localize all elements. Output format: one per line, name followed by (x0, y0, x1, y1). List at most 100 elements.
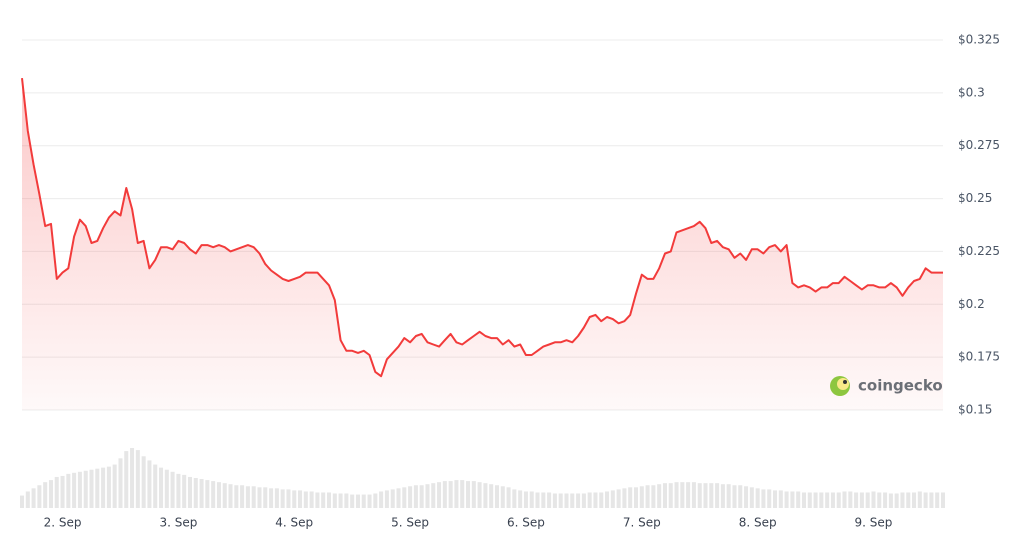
volume-bar (274, 488, 279, 508)
volume-bar (112, 464, 117, 508)
volume-bar (384, 490, 389, 508)
volume-bar (836, 492, 841, 508)
volume-bar (373, 493, 378, 508)
volume-bar (442, 481, 447, 508)
volume-bar (906, 492, 911, 508)
volume-bar (674, 482, 679, 508)
volume-bar (31, 488, 36, 508)
volume-bar (60, 475, 65, 508)
volume-bar (657, 484, 662, 508)
volume-bar (89, 469, 94, 508)
volume-bar (610, 490, 615, 508)
volume-bar (48, 480, 53, 508)
volume-bar (651, 485, 656, 508)
volume-bar (25, 491, 30, 508)
volume-bar (564, 493, 569, 508)
volume-bar (709, 483, 714, 508)
x-tick-label: 2. Sep (44, 516, 82, 530)
volume-bar (576, 493, 581, 508)
volume-bar (245, 486, 250, 508)
volume-bar (605, 491, 610, 508)
y-tick-label: $0.275 (958, 138, 1000, 152)
volume-bar (234, 485, 239, 508)
volume-bar (726, 484, 731, 508)
volume-bar (715, 483, 720, 508)
volume-bar (883, 492, 888, 508)
volume-bar (355, 494, 360, 508)
volume-bar (668, 483, 673, 508)
volume-bar (135, 450, 140, 508)
volume-bar (332, 493, 337, 508)
x-tick-label: 5. Sep (391, 516, 429, 530)
volume-bar (917, 491, 922, 508)
volume-bar (83, 470, 88, 508)
volume-bar (830, 492, 835, 508)
volume-bar (263, 487, 268, 508)
volume-bar (790, 491, 795, 508)
volume-bar (494, 485, 499, 508)
logo-eye (843, 380, 847, 384)
volume-bar (298, 490, 303, 508)
volume-bar (124, 451, 129, 508)
volume-bar (570, 493, 575, 508)
volume-bar (466, 481, 471, 508)
y-tick-label: $0.225 (958, 244, 1000, 258)
volume-bar (77, 471, 82, 508)
volume-bar (813, 492, 818, 508)
volume-bar (367, 494, 372, 508)
volume-bar (350, 494, 355, 508)
volume-bar (888, 493, 893, 508)
volume-bar (523, 491, 528, 508)
volume-bar (437, 482, 442, 508)
volume-bar (807, 492, 812, 508)
volume-bar (778, 490, 783, 508)
volume-bar (865, 492, 870, 508)
volume-bar (825, 492, 830, 508)
volume-bar (228, 484, 233, 508)
volume-bar (645, 485, 650, 508)
volume-bar (697, 483, 702, 508)
watermark: coingecko (830, 376, 943, 396)
y-tick-label: $0.2 (958, 297, 985, 311)
volume-bar (66, 473, 71, 508)
y-tick-label: $0.15 (958, 403, 992, 417)
volume-bar (535, 492, 540, 508)
watermark-text: coingecko (858, 377, 943, 395)
volume-bar (379, 491, 384, 508)
volume-bar (691, 482, 696, 508)
price-area (22, 78, 943, 410)
volume-bar (599, 492, 604, 508)
volume-bar (257, 487, 262, 508)
volume-bar (744, 486, 749, 508)
volume-bar (784, 491, 789, 508)
volume-bar (408, 486, 413, 508)
volume-bar (587, 492, 592, 508)
volume-bar (431, 483, 436, 508)
volume-bar (286, 489, 291, 508)
price-line (21, 77, 943, 378)
volume-bar (338, 493, 343, 508)
volume-bar (315, 492, 320, 508)
volume-bar (662, 483, 667, 508)
volume-bar (616, 489, 621, 508)
volume-bar (801, 492, 806, 508)
x-tick-label: 3. Sep (159, 516, 197, 530)
volume-bar (628, 487, 633, 508)
volume-bar (153, 464, 158, 508)
volume-bar (720, 484, 725, 508)
volume-bar (639, 486, 644, 508)
volume-bar (240, 485, 245, 508)
volume-bar (767, 489, 772, 508)
volume-bar (361, 494, 366, 508)
volume-bar (900, 492, 905, 508)
volume-bar (761, 489, 766, 508)
volume-bar (419, 485, 424, 508)
volume-bar (72, 472, 77, 508)
volume-bar (854, 492, 859, 508)
volume-bar (199, 479, 204, 508)
volume-bar (321, 492, 326, 508)
logo-inner (837, 378, 849, 390)
volume-bar (871, 491, 876, 508)
y-tick-label: $0.175 (958, 350, 1000, 364)
volume-bar (686, 482, 691, 508)
